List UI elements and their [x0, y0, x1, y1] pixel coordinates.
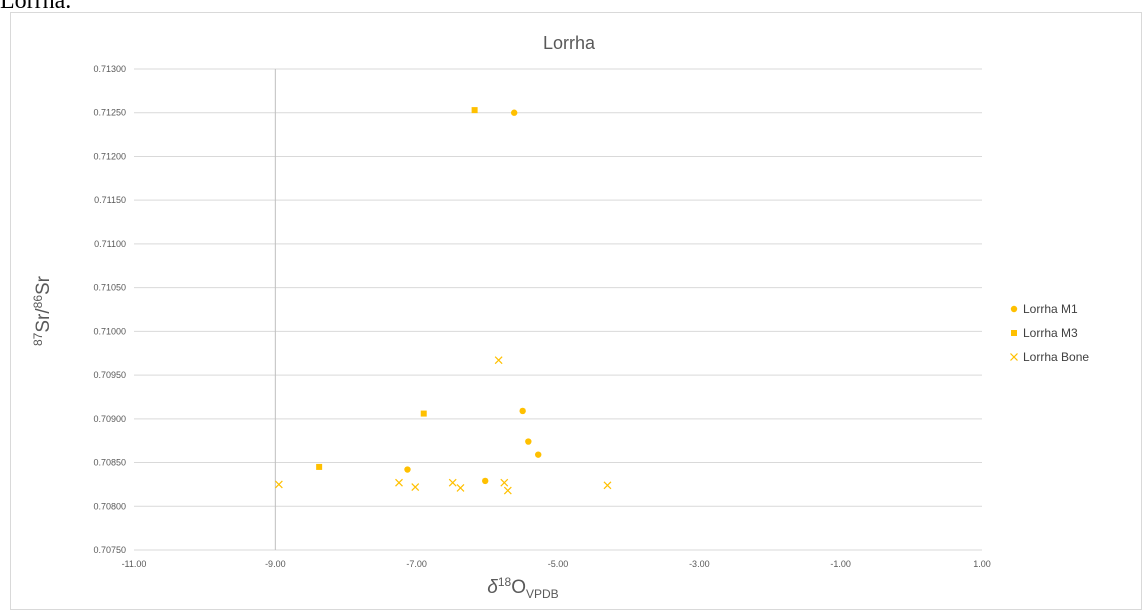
- y-tick-labels: 0.70750 0.70800 0.70850 0.70900 0.70950 0.710…: [93, 64, 126, 555]
- data-point: [603, 481, 612, 490]
- y-axis-label-sup2: 86: [31, 295, 45, 309]
- data-point: [316, 463, 323, 470]
- data-point: [420, 410, 427, 417]
- x-marker-stroke: [456, 483, 465, 492]
- x-marker-stroke: [603, 481, 612, 490]
- x-tick-label: -7.00: [406, 559, 427, 569]
- y-tick-label: 0.70750: [93, 545, 126, 555]
- gridlines: [134, 68, 982, 551]
- y-axis-label-main2: Sr: [33, 275, 54, 295]
- data-point: [503, 486, 512, 495]
- y-tick-label: 0.71000: [93, 326, 126, 336]
- y-tick-label: 0.70950: [93, 370, 126, 380]
- data-point: [448, 478, 457, 487]
- y-tick-label: 0.71100: [94, 239, 126, 249]
- scatter-chart: -11.00 -9.00 -7.00 -5.00 -3.00 -1.00 1.00 0.70…: [31, 33, 1089, 601]
- x-tick-label: -1.00: [830, 559, 851, 569]
- y-axis-label-sup1: 87: [31, 332, 45, 346]
- y-tick-label: 0.70900: [93, 414, 126, 424]
- x-axis-label-sup: 18: [498, 575, 512, 589]
- x-axis-label: δ18OVPDB: [487, 575, 558, 601]
- data-point: [510, 109, 518, 116]
- legend: Lorrha M1 Lorrha M3 Lorrha Bone: [1010, 302, 1089, 364]
- chart-title: Lorrha: [543, 33, 596, 53]
- data-points: [274, 107, 612, 495]
- y-tick-label: 0.71300: [93, 64, 126, 74]
- data-point: [274, 480, 283, 489]
- y-axis-label: 87Sr/86Sr: [31, 275, 54, 346]
- y-tick-label: 0.71250: [93, 108, 126, 118]
- y-tick-label: 0.71050: [93, 283, 126, 293]
- x-marker-stroke: [274, 480, 283, 489]
- data-point: [494, 356, 503, 365]
- chart-area: -11.00 -9.00 -7.00 -5.00 -3.00 -1.00 1.00 0.70…: [10, 12, 1142, 610]
- data-point: [519, 407, 526, 415]
- x-tick-label: -9.00: [265, 559, 286, 569]
- x-axis-label-main: O: [511, 577, 526, 598]
- x-marker-stroke: [395, 478, 403, 487]
- x-marker-stroke: [494, 356, 503, 365]
- data-point: [471, 107, 478, 114]
- legend-marker: [1010, 353, 1018, 361]
- legend-marker: [1010, 305, 1018, 313]
- x-marker-stroke: [1010, 353, 1018, 361]
- data-point: [500, 478, 509, 487]
- data-point: [411, 483, 420, 491]
- figure-caption: Lorrha.: [0, 0, 72, 14]
- y-tick-label: 0.71150: [94, 195, 126, 205]
- y-axis-label-main1: Sr/: [33, 308, 54, 333]
- x-marker-stroke: [448, 478, 457, 487]
- legend-label: Lorrha M3: [1023, 326, 1078, 340]
- x-marker-stroke: [411, 483, 420, 491]
- data-point: [535, 451, 542, 458]
- y-tick-label: 0.71200: [93, 151, 126, 161]
- data-point: [404, 466, 411, 473]
- y-tick-label: 0.70850: [93, 458, 126, 468]
- legend-label: Lorrha Bone: [1023, 350, 1089, 364]
- data-point: [525, 438, 532, 445]
- data-point: [482, 477, 489, 485]
- x-marker-stroke: [500, 478, 509, 487]
- x-axis-label-sub: VPDB: [526, 587, 559, 601]
- x-tick-label: -3.00: [689, 559, 710, 569]
- data-point: [456, 483, 465, 492]
- x-tick-label: 1.00: [973, 559, 991, 569]
- x-tick-label: -11.00: [122, 559, 147, 569]
- data-point: [395, 478, 403, 487]
- legend-label: Lorrha M1: [1023, 302, 1078, 316]
- x-marker-stroke: [503, 486, 512, 495]
- x-tick-label: -5.00: [548, 559, 569, 569]
- y-tick-label: 0.70800: [93, 501, 126, 511]
- x-axis-label-delta: δ: [487, 577, 498, 598]
- x-tick-labels: -11.00 -9.00 -7.00 -5.00 -3.00 -1.00 1.00: [122, 559, 991, 569]
- legend-marker: [1011, 330, 1017, 336]
